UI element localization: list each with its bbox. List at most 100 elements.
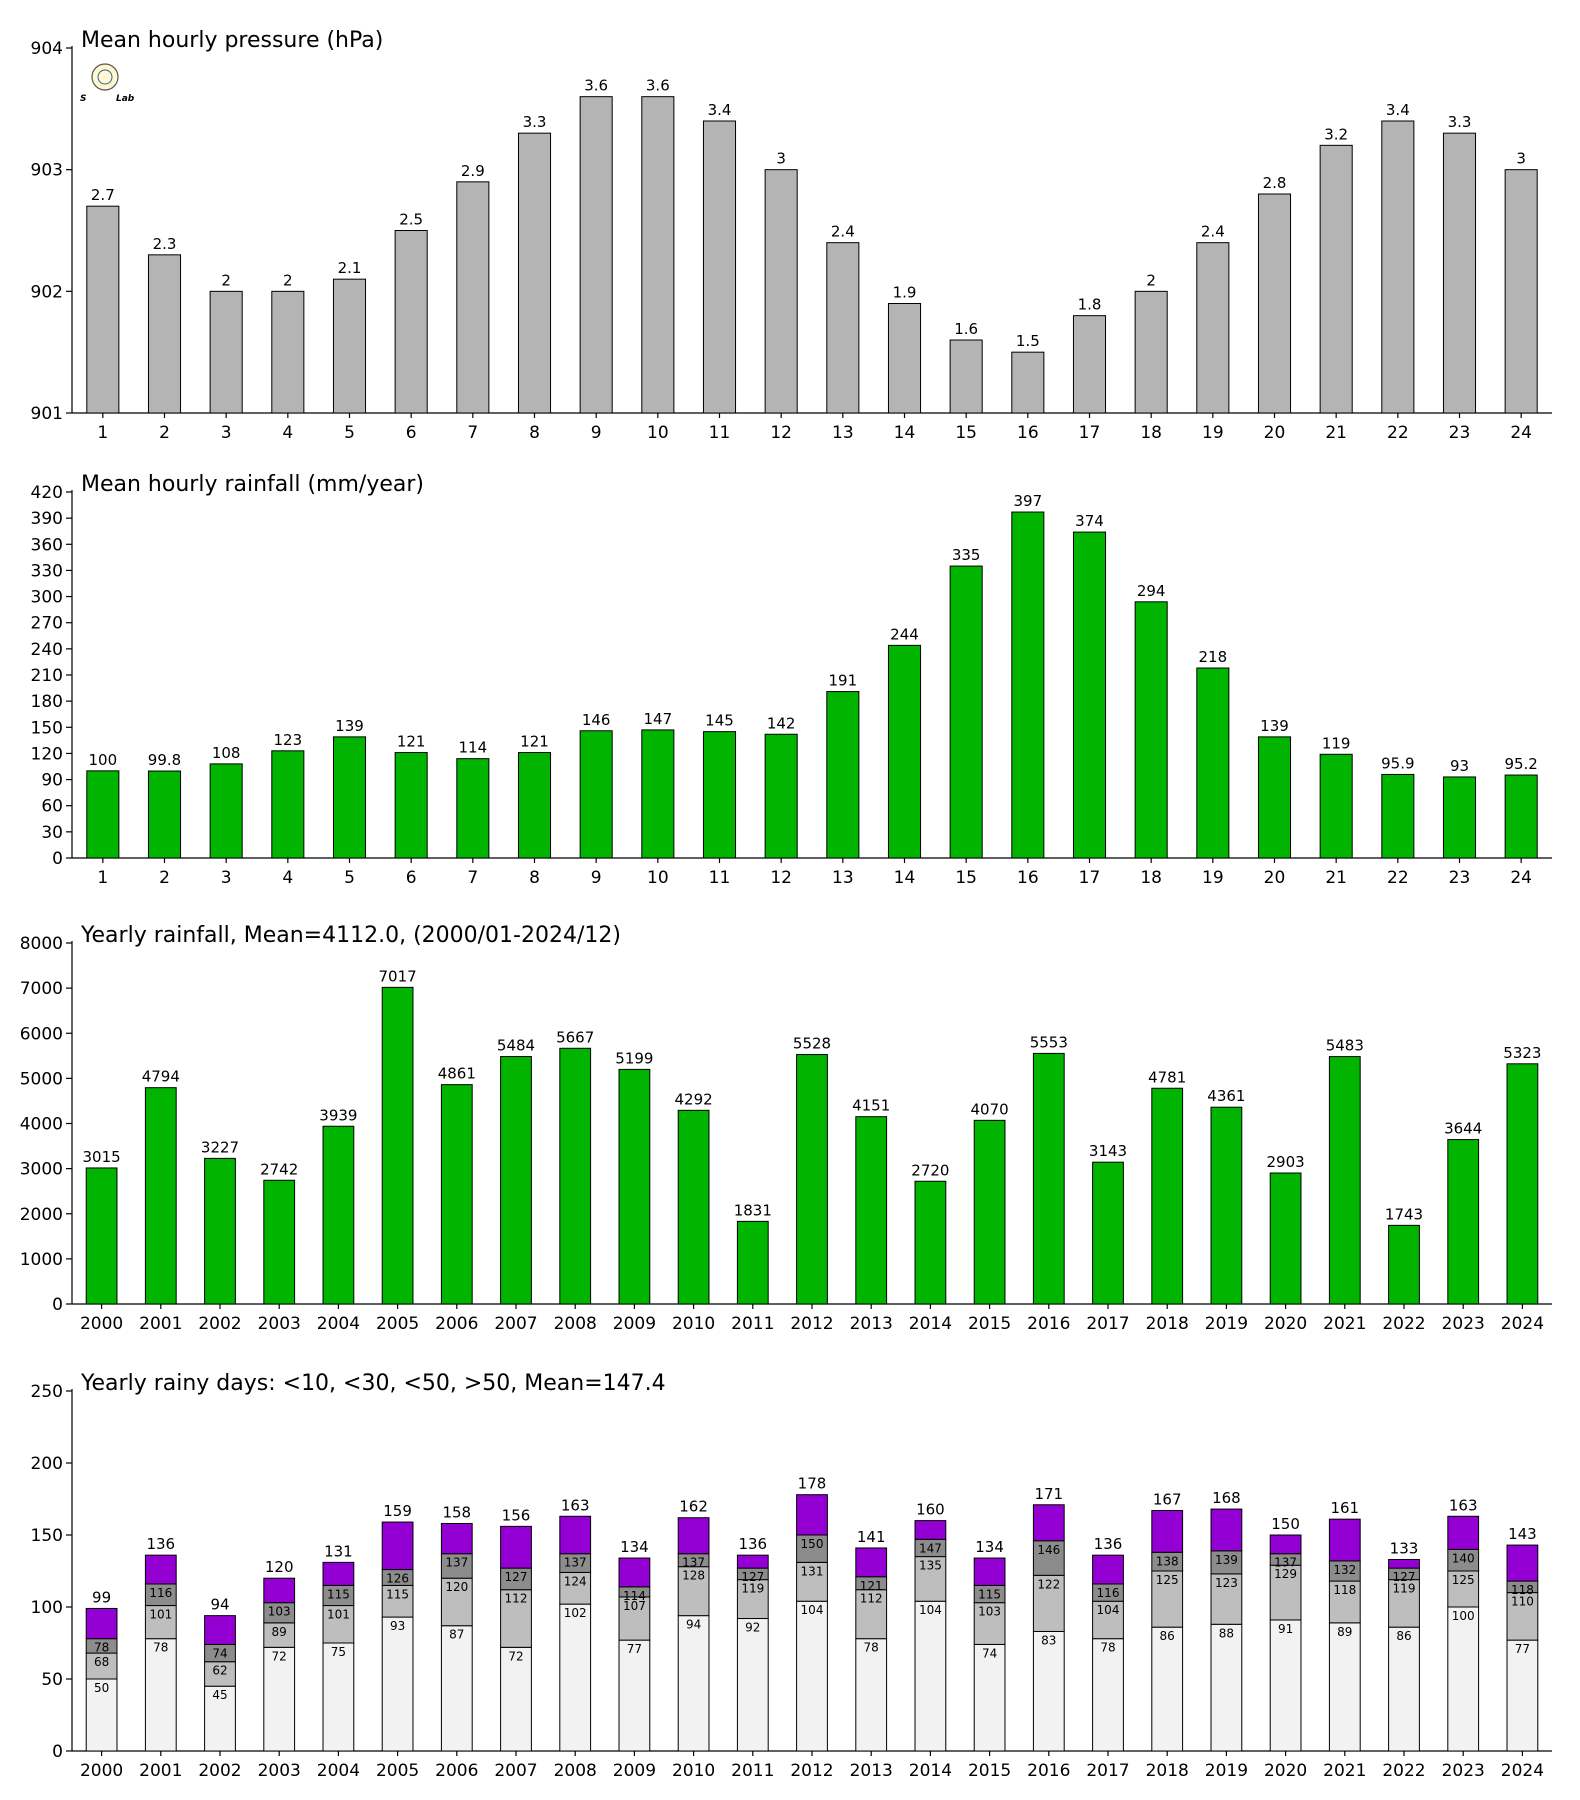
segment-value-label: 121 bbox=[860, 1579, 883, 1593]
segment-value-label: 137 bbox=[682, 1556, 705, 1570]
bar-segment-gt50 bbox=[263, 1577, 296, 1604]
segment-value-label: 115 bbox=[386, 1587, 409, 1601]
bar-value-label: 3 bbox=[1516, 150, 1526, 168]
bar bbox=[1319, 144, 1353, 414]
chart-panel-2: Mean hourly rainfall (mm/year)0306090120… bbox=[31, 472, 1552, 888]
bar bbox=[641, 96, 675, 414]
x-tick-label: 1 bbox=[97, 868, 108, 888]
bar-value-label: 5199 bbox=[615, 1049, 653, 1067]
bar bbox=[1072, 315, 1107, 414]
bar-value-label: 1.9 bbox=[893, 284, 917, 302]
bar-segment-lt10 bbox=[85, 1678, 118, 1752]
bar-segment-gt50 bbox=[736, 1554, 769, 1569]
bar bbox=[209, 763, 243, 859]
bar bbox=[332, 278, 367, 414]
segment-value-label: 146 bbox=[1037, 1543, 1060, 1557]
bar bbox=[456, 181, 490, 414]
bar bbox=[144, 1087, 177, 1305]
bar bbox=[973, 1119, 1006, 1305]
y-tick-label: 902 bbox=[31, 282, 63, 302]
segment-value-label: 78 bbox=[864, 1641, 879, 1655]
bar bbox=[764, 169, 798, 414]
x-tick-label: 2015 bbox=[968, 1314, 1011, 1334]
segment-value-label: 125 bbox=[1452, 1573, 1475, 1587]
bar-value-label: 335 bbox=[952, 546, 981, 564]
bar-segment-gt50 bbox=[796, 1494, 828, 1536]
bar-value-label: 3.6 bbox=[646, 77, 670, 95]
y-tick-label: 300 bbox=[31, 588, 63, 608]
y-tick-label: 5000 bbox=[20, 1069, 63, 1089]
bar-segment-lt10 bbox=[322, 1642, 355, 1752]
bar-value-label: 3.4 bbox=[1386, 101, 1410, 119]
bar-value-label: 294 bbox=[1137, 582, 1166, 600]
bar-segment-lt10 bbox=[1388, 1626, 1420, 1752]
segment-value-label: 137 bbox=[445, 1556, 468, 1570]
x-tick-label: 8 bbox=[529, 868, 540, 888]
bar-value-label: 244 bbox=[890, 625, 919, 643]
x-tick-label: 2 bbox=[159, 423, 170, 443]
bar bbox=[86, 770, 120, 859]
segment-value-label: 94 bbox=[686, 1618, 701, 1632]
y-tick-label: 8000 bbox=[20, 934, 63, 954]
bar-segment-gt50 bbox=[204, 1615, 236, 1645]
x-tick-label: 4 bbox=[282, 868, 293, 888]
bar bbox=[914, 1180, 947, 1305]
bar bbox=[1134, 601, 1168, 859]
bar bbox=[1388, 1224, 1420, 1305]
x-tick-label: 2010 bbox=[672, 1761, 715, 1781]
bar-value-label: 374 bbox=[1075, 512, 1104, 530]
segment-value-label: 92 bbox=[745, 1621, 760, 1635]
segment-value-label: 127 bbox=[1393, 1570, 1416, 1584]
bar-value-label: 5484 bbox=[497, 1037, 535, 1055]
bar-segment-gt50 bbox=[855, 1547, 888, 1578]
y-tick-label: 100 bbox=[31, 1598, 63, 1618]
bar bbox=[1196, 667, 1230, 859]
x-tick-label: 2019 bbox=[1205, 1761, 1248, 1781]
segment-value-label: 123 bbox=[1215, 1576, 1238, 1590]
bar bbox=[1442, 132, 1477, 414]
bar-value-label: 5483 bbox=[1326, 1037, 1364, 1055]
x-tick-label: 2013 bbox=[850, 1761, 893, 1781]
bar bbox=[579, 96, 613, 414]
bar-value-label: 121 bbox=[397, 733, 426, 751]
bar-segment-gt50 bbox=[1032, 1504, 1065, 1542]
x-tick-label: 16 bbox=[1017, 868, 1039, 888]
logo-emblem bbox=[91, 63, 119, 91]
x-tick-label: 2012 bbox=[790, 1314, 833, 1334]
bar-total-label: 156 bbox=[502, 1506, 531, 1524]
bar-segment-lt10 bbox=[144, 1638, 177, 1752]
bar-segment-lt10 bbox=[381, 1616, 414, 1752]
x-tick-label: 4 bbox=[282, 423, 293, 443]
segment-value-label: 72 bbox=[272, 1649, 287, 1663]
bar-segment-lt30 bbox=[1506, 1592, 1539, 1641]
segment-value-label: 122 bbox=[1037, 1577, 1060, 1591]
bar-segment-lt10 bbox=[855, 1638, 888, 1752]
bar-segment-lt30 bbox=[1447, 1570, 1480, 1608]
x-tick-label: 2014 bbox=[909, 1314, 952, 1334]
bar-value-label: 3015 bbox=[83, 1148, 121, 1166]
bar-value-label: 119 bbox=[1322, 734, 1351, 752]
segment-value-label: 86 bbox=[1160, 1629, 1175, 1643]
x-tick-label: 2 bbox=[159, 868, 170, 888]
bar-value-label: 139 bbox=[335, 717, 364, 735]
bar bbox=[271, 750, 305, 859]
y-tick-label: 390 bbox=[31, 509, 63, 529]
bar-value-label: 123 bbox=[274, 731, 303, 749]
bar-segment-lt10 bbox=[559, 1603, 592, 1752]
x-tick-label: 11 bbox=[709, 423, 731, 443]
bar-segment-lt10 bbox=[973, 1643, 1006, 1752]
x-tick-label: 9 bbox=[591, 423, 602, 443]
x-tick-label: 22 bbox=[1387, 868, 1409, 888]
bar-segment-lt30 bbox=[500, 1589, 532, 1648]
chart-title: Mean hourly rainfall (mm/year) bbox=[81, 472, 424, 497]
x-tick-label: 8 bbox=[529, 423, 540, 443]
bar bbox=[440, 1084, 473, 1305]
bar-segment-lt30 bbox=[1210, 1573, 1243, 1625]
bar-value-label: 1.5 bbox=[1016, 332, 1040, 350]
segment-value-label: 135 bbox=[919, 1559, 942, 1573]
x-tick-label: 2006 bbox=[435, 1314, 478, 1334]
x-tick-label: 21 bbox=[1325, 868, 1347, 888]
bar-segment-lt10 bbox=[440, 1625, 473, 1752]
segment-value-label: 128 bbox=[682, 1569, 705, 1583]
bar-segment-gt50 bbox=[1447, 1515, 1480, 1550]
